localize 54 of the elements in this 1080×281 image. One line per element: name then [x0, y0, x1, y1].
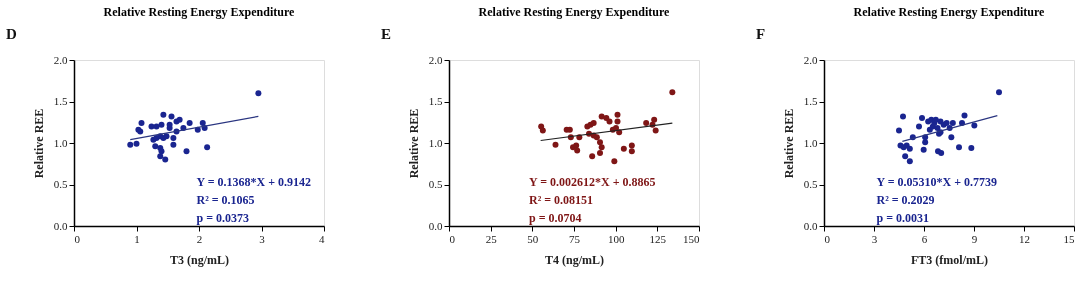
x-axis-title: T3 (ng/mL) [169, 252, 230, 267]
annotation: Y = 0.05310*X + 0.7739 [876, 175, 998, 190]
x-tick-label: 2 [196, 232, 203, 245]
x-axis-title: T4 (ng/mL) [544, 252, 605, 267]
x-tick-label: 3 [871, 232, 878, 245]
chart-title: Relative Resting Energy Expenditure [853, 5, 1046, 19]
x-tick-label: 15 [1063, 232, 1075, 245]
x-tick-label: 1 [134, 232, 140, 245]
y-tick-label: 1.0 [803, 136, 818, 149]
y-axis-title: Relative REE [406, 108, 421, 179]
x-tick-label: 100 [607, 232, 625, 245]
x-tick-label: 150 [683, 232, 700, 245]
x-tick-label: 75 [569, 232, 581, 245]
y-tick-label: 1.0 [53, 136, 68, 149]
x-tick-label: 6 [921, 232, 928, 245]
x-tick-label: 50 [527, 232, 539, 245]
x-tick-label: 3 [259, 232, 266, 245]
annotation: p = 0.0031 [876, 211, 930, 226]
y-tick-label: 1.5 [428, 95, 443, 107]
y-axis-title: Relative REE [781, 108, 796, 179]
x-tick-label: 0 [449, 232, 456, 245]
chart-title: Relative Resting Energy Expenditure [478, 5, 671, 19]
y-tick-label: 0.0 [803, 219, 818, 232]
y-tick-label: 2.0 [428, 53, 443, 66]
y-tick-label: 0.5 [53, 178, 68, 190]
text: E [381, 26, 392, 42]
x-tick-label: 4 [319, 232, 325, 245]
annotation: R² = 0.08151 [529, 193, 594, 208]
y-tick-label: 0.0 [428, 219, 443, 232]
x-axis-title: FT3 (fmol/mL) [911, 252, 988, 267]
y-tick-label: 1.5 [53, 95, 68, 107]
y-tick-label: 2.0 [803, 53, 818, 66]
annotation: Y = 0.002612*X + 0.8865 [529, 175, 656, 190]
annotation: Y = 0.1368*X + 0.9142 [196, 175, 312, 190]
annotation: p = 0.0704 [529, 211, 582, 226]
chart-title: Relative Resting Energy Expenditure [103, 5, 296, 19]
x-tick-label: 9 [971, 232, 978, 245]
text: F [756, 26, 766, 42]
annotation: R² = 0.2029 [876, 193, 935, 208]
y-tick-label: 0.5 [803, 178, 818, 190]
y-tick-label: 1.0 [428, 136, 443, 149]
annotation: p = 0.0373 [196, 211, 250, 226]
y-tick-label: 1.5 [803, 95, 818, 107]
annotation: R² = 0.1065 [196, 193, 255, 208]
x-tick-label: 12 [1019, 232, 1030, 245]
x-tick-label: 25 [485, 232, 498, 245]
y-tick-label: 0.0 [53, 219, 68, 232]
y-axis-title: Relative REE [31, 108, 46, 179]
y-tick-label: 0.5 [428, 178, 443, 190]
x-tick-label: 125 [649, 232, 667, 245]
x-tick-label: 0 [824, 232, 831, 245]
text: D [6, 26, 17, 42]
y-tick-label: 2.0 [53, 53, 68, 66]
x-tick-label: 0 [74, 232, 81, 245]
